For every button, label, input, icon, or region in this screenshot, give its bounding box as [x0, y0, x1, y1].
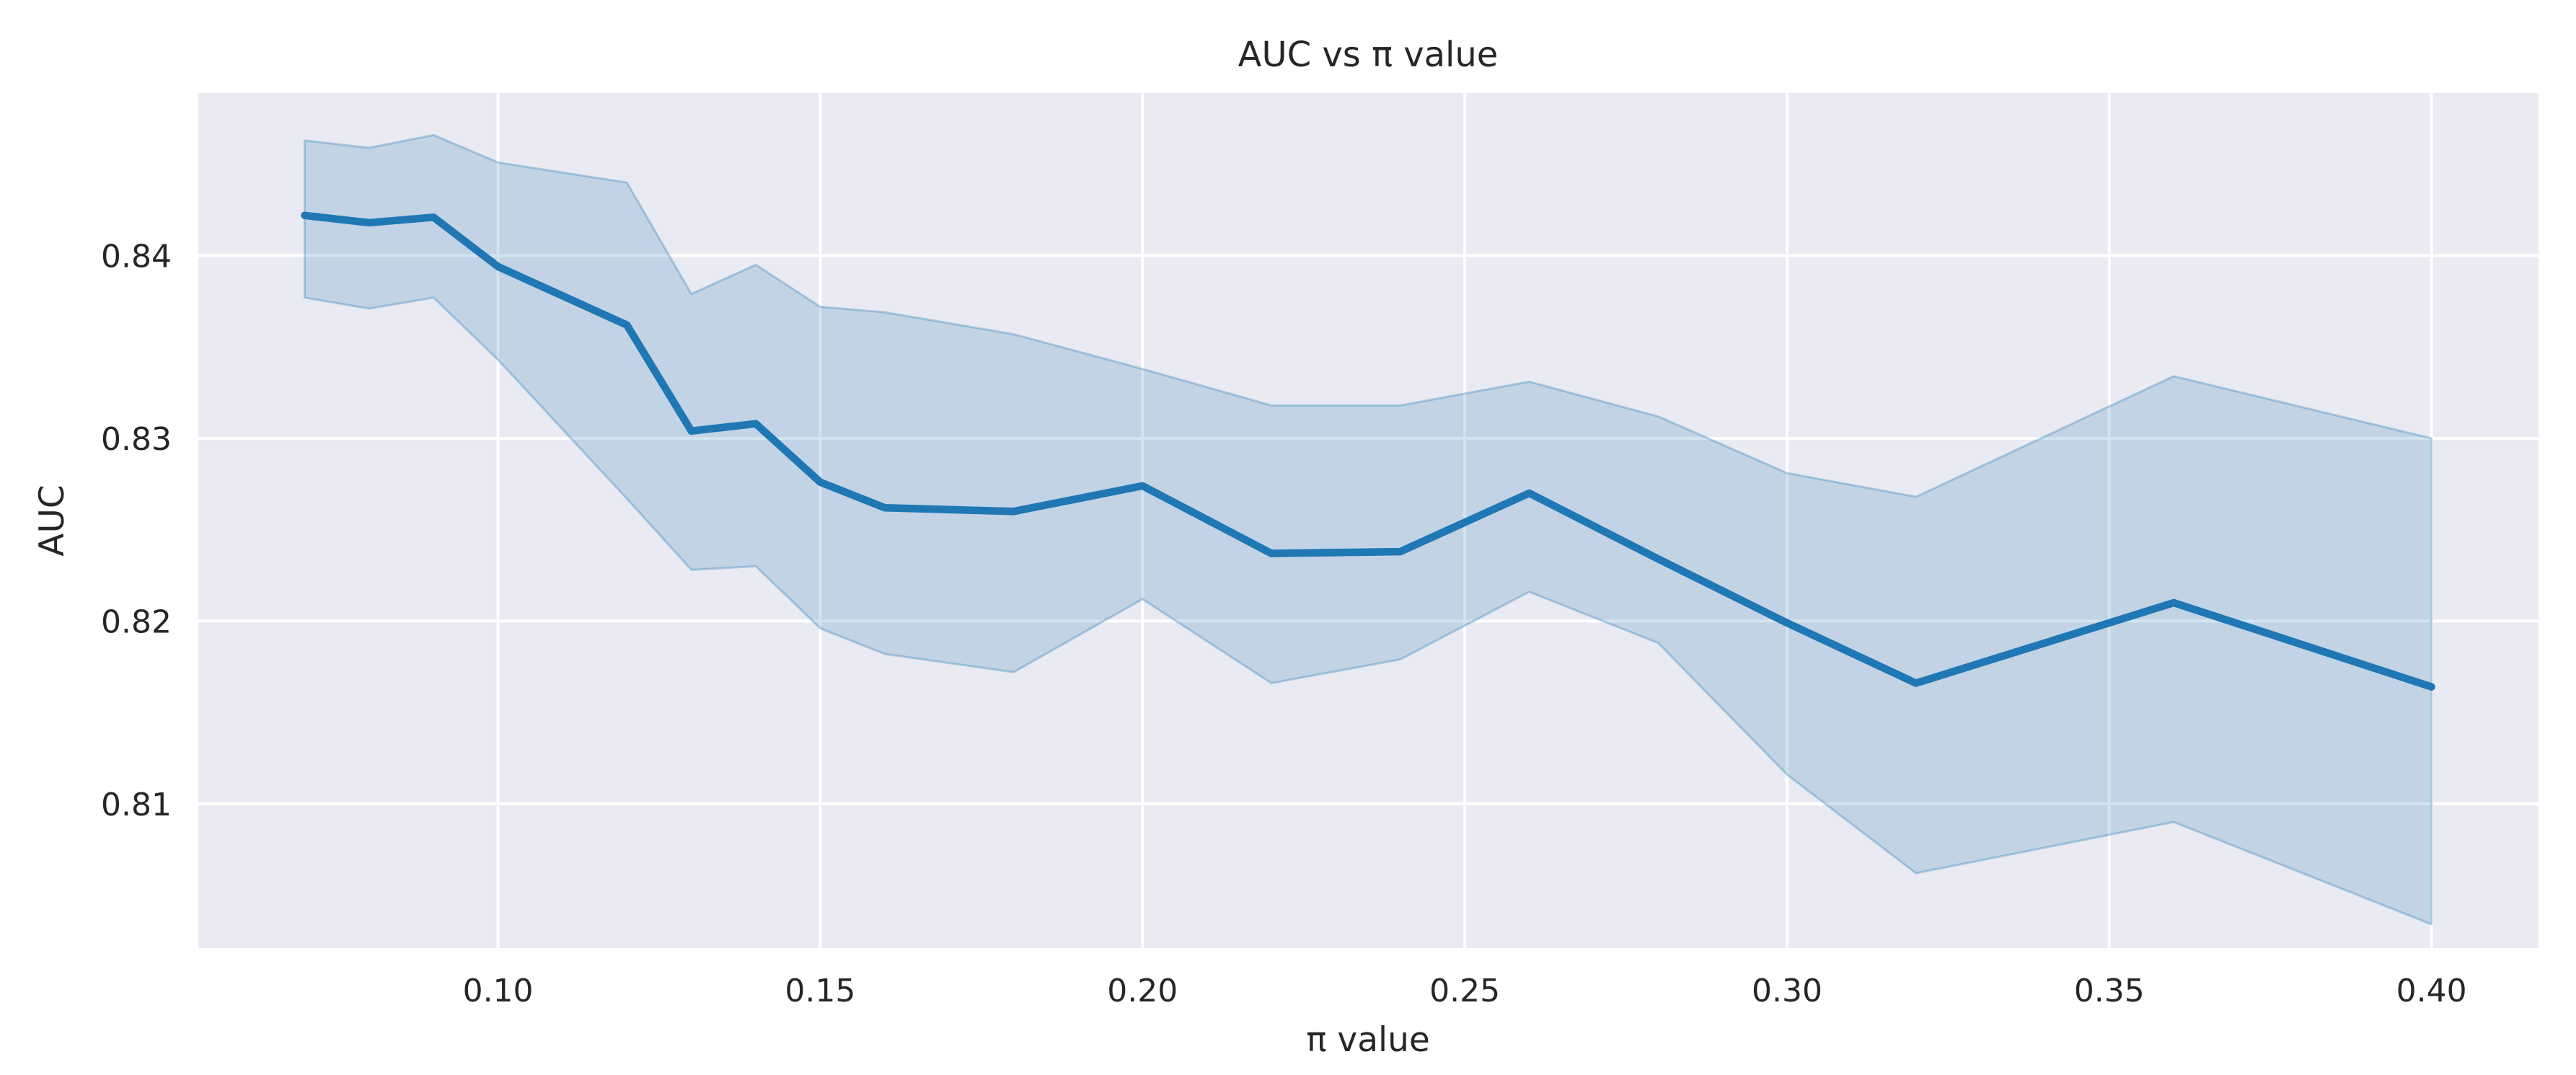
- y-tick-label: 0.84: [101, 239, 172, 275]
- plot-area: [198, 93, 2538, 948]
- y-tick-label: 0.81: [101, 787, 172, 823]
- x-tick-label: 0.30: [1752, 973, 1822, 1009]
- y-tick-labels: 0.81 0.82 0.83 0.84: [101, 239, 172, 823]
- y-tick-label: 0.82: [101, 603, 172, 640]
- x-tick-label: 0.35: [2074, 973, 2145, 1009]
- chart-title: AUC vs π value: [1238, 35, 1499, 75]
- x-axis-label: π value: [1306, 1020, 1430, 1060]
- y-axis-label: AUC: [32, 485, 72, 556]
- x-tick-label: 0.10: [463, 973, 534, 1009]
- x-tick-label: 0.25: [1429, 973, 1500, 1009]
- confidence-band: [303, 133, 2433, 926]
- x-tick-label: 0.15: [785, 973, 855, 1009]
- y-tick-label: 0.83: [101, 421, 172, 458]
- x-tick-labels: 0.10 0.15 0.20 0.25 0.30 0.35 0.40: [463, 973, 2467, 1009]
- x-tick-label: 0.40: [2396, 973, 2467, 1009]
- x-tick-label: 0.20: [1107, 973, 1178, 1009]
- gridlines: [198, 93, 2538, 948]
- auc-mean-line: [301, 211, 2435, 691]
